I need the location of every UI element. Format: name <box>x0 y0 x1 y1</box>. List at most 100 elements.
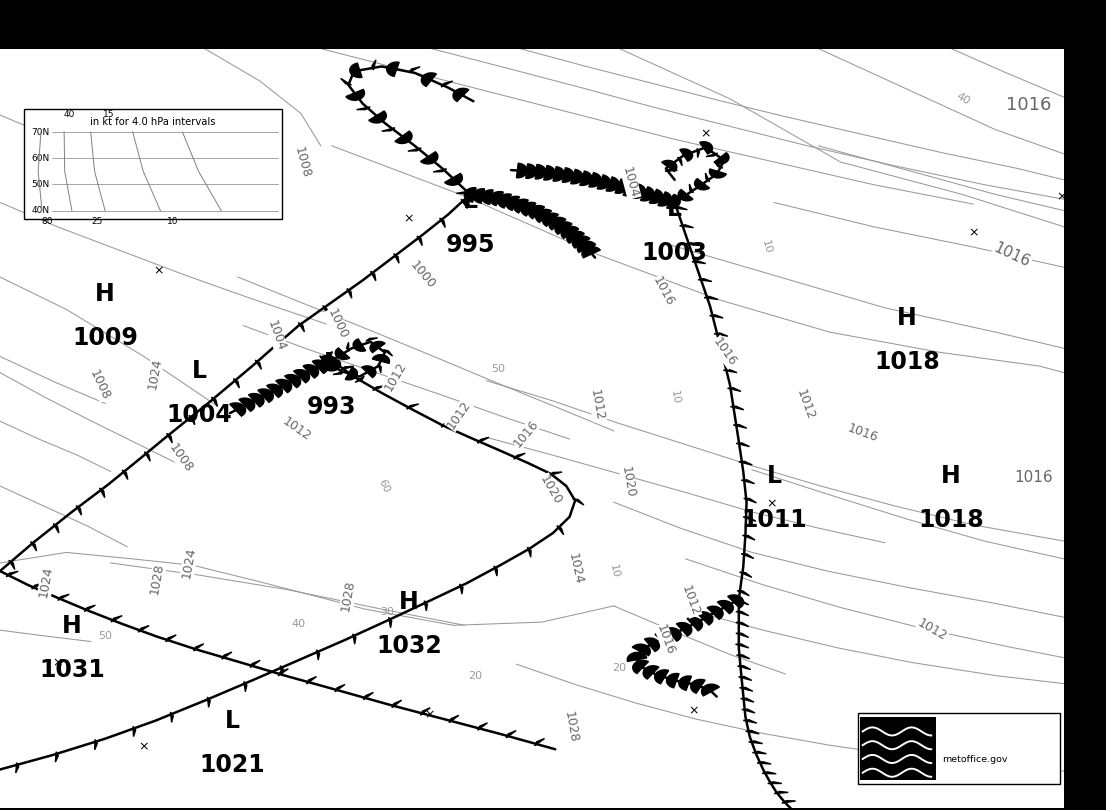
Text: 1028: 1028 <box>562 710 580 744</box>
Polygon shape <box>233 378 239 388</box>
Polygon shape <box>267 384 282 398</box>
Polygon shape <box>356 107 371 109</box>
Polygon shape <box>655 670 669 684</box>
Polygon shape <box>417 236 422 245</box>
Polygon shape <box>679 225 693 228</box>
Polygon shape <box>743 517 755 522</box>
Text: L: L <box>225 709 240 733</box>
Polygon shape <box>555 222 572 234</box>
Polygon shape <box>665 169 678 171</box>
Polygon shape <box>728 388 741 391</box>
Polygon shape <box>95 740 97 750</box>
Text: 1028: 1028 <box>148 562 166 596</box>
Polygon shape <box>632 184 646 198</box>
Text: L: L <box>766 464 782 488</box>
Polygon shape <box>549 472 562 475</box>
Text: 20: 20 <box>469 671 482 681</box>
Polygon shape <box>730 406 744 410</box>
Polygon shape <box>513 199 529 213</box>
Polygon shape <box>167 433 173 443</box>
Polygon shape <box>481 190 493 204</box>
Bar <box>860 717 936 780</box>
Polygon shape <box>490 192 503 206</box>
Polygon shape <box>335 348 349 360</box>
Text: 1016: 1016 <box>846 422 879 445</box>
Polygon shape <box>677 623 692 636</box>
Polygon shape <box>505 196 520 211</box>
Polygon shape <box>666 628 681 642</box>
Polygon shape <box>544 165 555 180</box>
Text: 1000: 1000 <box>407 259 438 292</box>
Polygon shape <box>700 142 712 154</box>
Polygon shape <box>615 179 628 194</box>
Polygon shape <box>335 684 345 692</box>
Polygon shape <box>745 731 759 734</box>
Polygon shape <box>627 652 647 662</box>
Polygon shape <box>549 217 566 230</box>
Text: 1024: 1024 <box>146 357 164 391</box>
Text: 1020: 1020 <box>619 465 637 499</box>
Polygon shape <box>573 236 589 248</box>
Polygon shape <box>421 73 437 87</box>
Text: 1004: 1004 <box>265 319 288 353</box>
Polygon shape <box>740 688 753 691</box>
Polygon shape <box>644 666 659 679</box>
Polygon shape <box>571 169 583 184</box>
Polygon shape <box>408 148 421 151</box>
Text: 40: 40 <box>292 619 305 629</box>
Polygon shape <box>718 600 733 614</box>
Text: H: H <box>399 590 419 614</box>
Polygon shape <box>678 190 693 201</box>
Polygon shape <box>680 149 692 161</box>
Text: 40N: 40N <box>32 206 50 215</box>
Text: 993: 993 <box>307 394 356 419</box>
Polygon shape <box>478 437 489 443</box>
Polygon shape <box>588 173 602 187</box>
Polygon shape <box>709 315 723 318</box>
Polygon shape <box>294 369 310 383</box>
Polygon shape <box>346 342 348 352</box>
Text: 1016: 1016 <box>511 417 542 450</box>
Polygon shape <box>138 625 149 632</box>
Text: 1012: 1012 <box>916 616 949 644</box>
Polygon shape <box>276 341 283 351</box>
Polygon shape <box>325 360 341 371</box>
Polygon shape <box>222 652 232 659</box>
Text: 30: 30 <box>380 607 394 616</box>
Polygon shape <box>355 376 364 382</box>
Polygon shape <box>372 60 376 70</box>
Polygon shape <box>687 617 702 631</box>
Polygon shape <box>741 698 754 702</box>
Polygon shape <box>709 169 727 178</box>
Text: L: L <box>191 359 207 383</box>
Bar <box>24 109 282 219</box>
Polygon shape <box>597 175 611 189</box>
Polygon shape <box>742 709 755 713</box>
Polygon shape <box>76 505 82 515</box>
Polygon shape <box>517 164 528 177</box>
Polygon shape <box>752 752 766 754</box>
Polygon shape <box>658 192 671 206</box>
Text: ×: × <box>700 127 711 140</box>
Polygon shape <box>312 360 327 373</box>
Polygon shape <box>728 595 743 608</box>
Polygon shape <box>239 399 254 411</box>
Text: 1012: 1012 <box>445 398 473 432</box>
Polygon shape <box>553 167 564 181</box>
Polygon shape <box>460 584 463 595</box>
Polygon shape <box>706 153 718 156</box>
Polygon shape <box>573 499 584 505</box>
Polygon shape <box>316 650 320 660</box>
Polygon shape <box>392 700 401 708</box>
Polygon shape <box>382 128 395 131</box>
Text: 1012: 1012 <box>679 584 701 618</box>
Polygon shape <box>299 322 304 332</box>
Polygon shape <box>535 164 546 179</box>
Polygon shape <box>371 271 376 281</box>
Polygon shape <box>373 386 385 390</box>
Polygon shape <box>580 171 592 185</box>
Polygon shape <box>465 188 476 202</box>
Text: 1003: 1003 <box>641 241 708 265</box>
Text: 1021: 1021 <box>199 752 265 777</box>
Polygon shape <box>606 177 619 191</box>
